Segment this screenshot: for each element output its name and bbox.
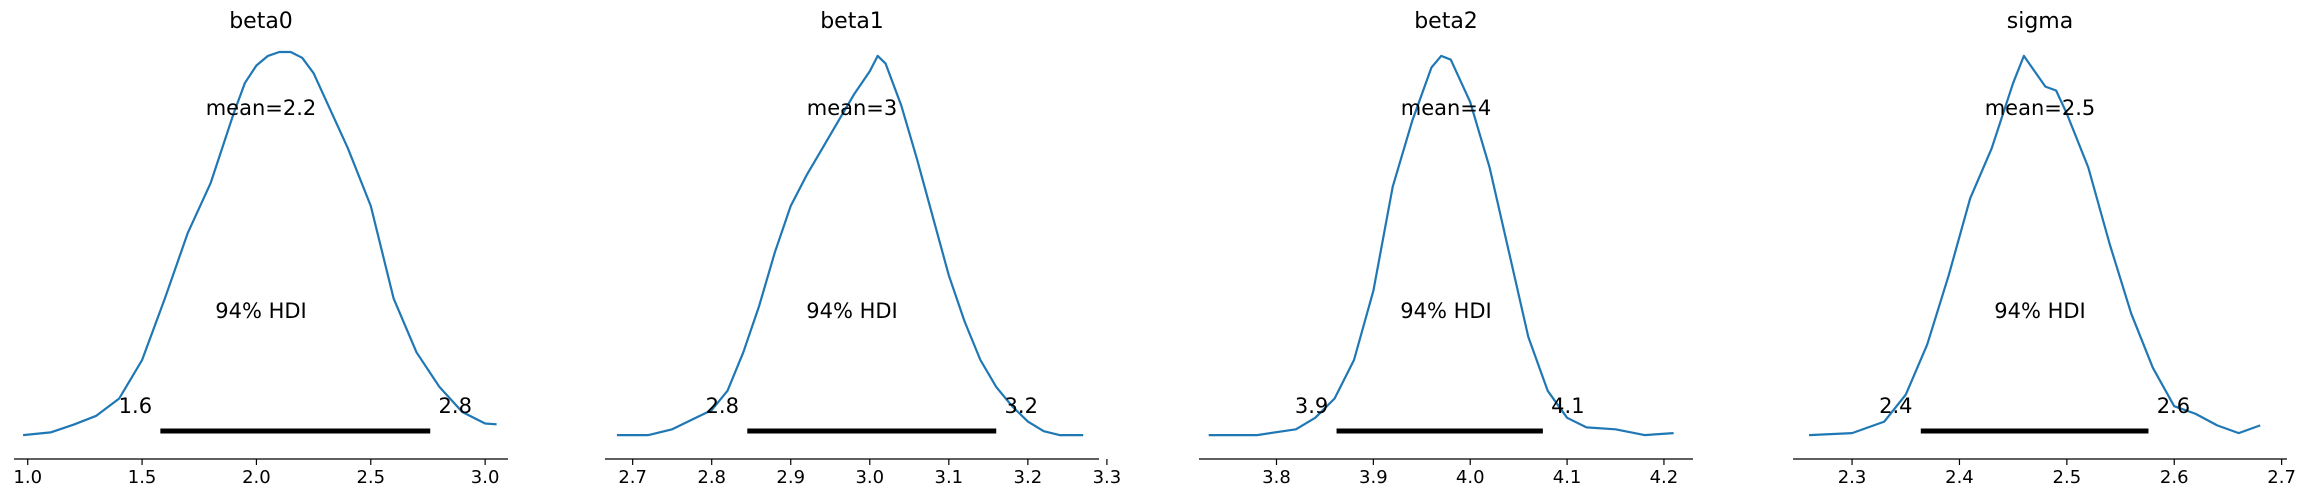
x-tick-label: 2.6: [2160, 467, 2189, 488]
density-curve: [616, 54, 1084, 437]
hdi-upper-label: 2.6: [2157, 394, 2190, 418]
x-tick-label: 3.8: [1262, 467, 1291, 488]
hdi-lower-label: 2.4: [1879, 394, 1912, 418]
hdi-annotation: 94% HDI: [1994, 299, 2086, 323]
density-curve: [1208, 54, 1674, 437]
panel-title: beta2: [1414, 9, 1478, 34]
x-tick-label: 2.7: [2267, 467, 2296, 488]
panel-sigma: 2.3 2.4 2.5 2.6 2.7 sigma mean=2.5 94% HDI 2.4 2.…: [1793, 9, 2296, 488]
x-tick-label: 2.0: [242, 467, 271, 488]
x-tick-label: 2.8: [697, 467, 726, 488]
panel-title: beta1: [820, 9, 884, 34]
hdi-upper-label: 2.8: [439, 394, 472, 418]
panel-title: beta0: [229, 9, 293, 34]
x-tick-label: 3.9: [1359, 467, 1388, 488]
panel-beta0: 1.0 1.5 2.0 2.5 3.0 beta0 mean=2.2 94% HDI 1.6 2.…: [13, 9, 508, 488]
density-curve: [22, 50, 497, 437]
mean-annotation: mean=4: [1401, 96, 1492, 120]
x-tick-label: 3.3: [1093, 467, 1122, 488]
x-tick-label: 2.5: [2053, 467, 2082, 488]
panel-beta1: 2.7 2.8 2.9 3.0 3.1 3.2 3.3 beta1 mean=3 94% HDI 2…: [605, 9, 1121, 488]
x-tick-label: 4.2: [1650, 467, 1679, 488]
panel-beta2: 3.8 3.9 4.0 4.1 4.2 beta2 mean=4 94% HDI 3.9 4.1: [1199, 9, 1693, 488]
mean-annotation: mean=2.5: [1985, 96, 2096, 120]
hdi-upper-label: 3.2: [1005, 394, 1038, 418]
x-tick-label: 1.0: [13, 467, 42, 488]
x-tick-label: 3.0: [855, 467, 884, 488]
mean-annotation: mean=2.2: [206, 96, 317, 120]
density-curve: [1809, 54, 2261, 437]
mean-annotation: mean=3: [807, 96, 898, 120]
x-tick-label: 2.9: [776, 467, 805, 488]
x-tick-label: 3.1: [935, 467, 964, 488]
hdi-lower-label: 3.9: [1295, 394, 1328, 418]
x-tick-label: 2.5: [356, 467, 385, 488]
hdi-annotation: 94% HDI: [1400, 299, 1492, 323]
hdi-lower-label: 2.8: [706, 394, 739, 418]
x-tick-label: 4.0: [1456, 467, 1485, 488]
x-tick-label: 3.2: [1014, 467, 1043, 488]
x-tick-label: 2.4: [1945, 467, 1974, 488]
x-tick-label: 1.5: [128, 467, 157, 488]
hdi-annotation: 94% HDI: [215, 299, 307, 323]
x-tick-label: 3.0: [471, 467, 500, 488]
x-tick-label: 4.1: [1553, 467, 1582, 488]
hdi-annotation: 94% HDI: [806, 299, 898, 323]
panel-title: sigma: [2007, 9, 2073, 34]
hdi-lower-label: 1.6: [119, 394, 152, 418]
hdi-upper-label: 4.1: [1551, 394, 1584, 418]
x-tick-label: 2.7: [618, 467, 647, 488]
x-tick-label: 2.3: [1838, 467, 1867, 488]
